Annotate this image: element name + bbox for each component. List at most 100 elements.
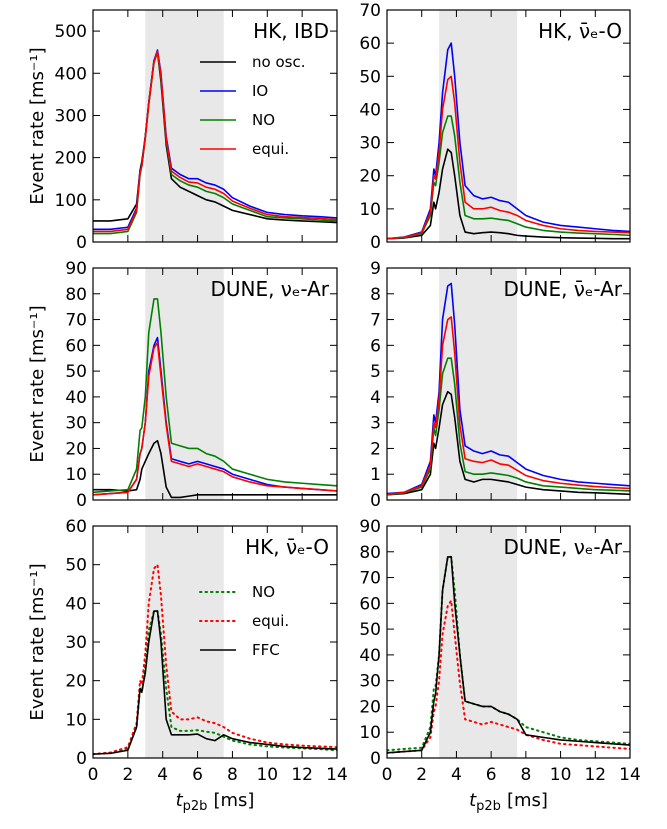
y-tick-label: 6 — [370, 336, 381, 356]
y-tick-label: 50 — [359, 620, 381, 640]
lines — [93, 49, 337, 235]
x-tick-label: 14 — [619, 765, 641, 785]
legend-label: IO — [252, 82, 268, 100]
y-tick-label: 10 — [65, 465, 87, 485]
y-tick-label: 9 — [370, 259, 381, 279]
y-tick-label: 60 — [359, 594, 381, 614]
y-tick-label: 30 — [359, 672, 381, 692]
y-tick-label: 60 — [65, 336, 87, 356]
panel-title: DUNE, νₑ-Ar — [210, 277, 329, 301]
legend-label: equi. — [252, 140, 289, 158]
y-tick-label: 20 — [359, 697, 381, 717]
y-tick-label: 0 — [76, 491, 87, 511]
panel: 0 100 200 300 400 500 HK, IBD Event rate [ms⁻¹]… — [27, 9, 338, 253]
lines — [93, 298, 337, 499]
x-tick-label: 0 — [382, 765, 393, 785]
series-line — [93, 50, 337, 233]
y-tick-label: 300 — [55, 106, 87, 126]
y-tick-label: 30 — [65, 633, 87, 653]
x-axis-label: tp2b [ms] — [176, 790, 255, 814]
y-tick-label: 400 — [55, 64, 87, 84]
x-tick-label: 10 — [256, 765, 278, 785]
x-tick-label: 4 — [451, 765, 462, 785]
lines — [93, 563, 337, 756]
lines — [387, 555, 630, 754]
series-line — [93, 298, 337, 494]
y-tick-label: 0 — [76, 233, 87, 253]
y-tick-label: 50 — [65, 556, 87, 576]
y-tick-label: 90 — [359, 517, 381, 537]
y-tick-label: 60 — [359, 34, 381, 54]
x-tick-label: 2 — [416, 765, 427, 785]
y-tick-label: 2 — [370, 439, 381, 459]
series-line — [387, 556, 630, 754]
x-label-subscript: p2b — [476, 799, 501, 814]
y-tick-label: 70 — [65, 311, 87, 331]
series-line — [93, 439, 337, 499]
y-tick-label: 40 — [359, 646, 381, 666]
y-tick-label: 20 — [65, 672, 87, 692]
panel: 0 10 20 30 40 50 60 70 80 90 0 2 4 6 8 10 12 14 DUNE, νₑ-A… — [359, 517, 640, 814]
y-tick-label: 100 — [55, 191, 87, 211]
y-axis-label: Event rate [ms⁻¹] — [27, 305, 48, 462]
y-tick-label: 70 — [359, 1, 381, 21]
series-line — [387, 599, 630, 754]
x-tick-label: 10 — [550, 765, 572, 785]
panel-title: HK, ν̄ₑ-O — [538, 19, 622, 43]
y-tick-label: 10 — [65, 710, 87, 730]
axes-frame — [386, 267, 631, 501]
y-tick-label: 30 — [65, 414, 87, 434]
panel: 0 1 2 3 4 5 6 7 8 9 DUNE, ν̄ₑ-Ar — [370, 259, 631, 511]
series-line — [387, 148, 630, 240]
y-tick-label: 30 — [359, 134, 381, 154]
legend-label: NO — [252, 583, 275, 601]
y-tick-label: 80 — [65, 285, 87, 305]
y-tick-label: 200 — [55, 149, 87, 169]
legend-label: FFC — [252, 641, 280, 659]
series-line — [93, 563, 337, 756]
x-label-subscript: p2b — [183, 799, 208, 814]
x-tick-label: 8 — [520, 765, 531, 785]
x-label-unit: [ms] — [507, 790, 548, 811]
y-tick-label: 3 — [370, 414, 381, 434]
y-tick-label: 80 — [359, 543, 381, 563]
series-line — [93, 341, 337, 496]
y-tick-label: 70 — [359, 569, 381, 589]
x-label-symbol: t — [469, 790, 477, 811]
axes-frame — [386, 525, 631, 759]
shaded-region — [145, 526, 224, 758]
y-tick-label: 40 — [359, 100, 381, 120]
x-tick-label: 14 — [326, 765, 348, 785]
y-tick-label: 20 — [359, 167, 381, 187]
y-tick-label: 1 — [370, 465, 381, 485]
y-tick-label: 0 — [370, 233, 381, 253]
y-tick-label: 500 — [55, 22, 87, 42]
panel: 0 10 20 30 40 50 60 0 2 4 6 8 10 12 14 HK, ν̄ₑ-O Event r… — [27, 517, 348, 814]
y-tick-label: 7 — [370, 311, 381, 331]
series-line — [387, 75, 630, 240]
series-line — [387, 316, 630, 496]
series-line — [387, 357, 630, 496]
axes-frame — [92, 267, 338, 501]
x-tick-label: 6 — [192, 765, 203, 785]
panel-title: DUNE, νₑ-Ar — [503, 535, 622, 559]
axes-frame — [92, 9, 338, 243]
lines — [387, 42, 630, 240]
series-line — [387, 42, 630, 240]
y-tick-label: 40 — [65, 388, 87, 408]
legend-label: no osc. — [252, 53, 305, 71]
y-tick-label: 4 — [370, 388, 381, 408]
y-tick-label: 90 — [65, 259, 87, 279]
legend-label: equi. — [252, 612, 289, 630]
x-tick-label: 12 — [584, 765, 606, 785]
y-tick-label: 0 — [370, 749, 381, 769]
y-tick-label: 60 — [65, 517, 87, 537]
series-line — [387, 115, 630, 240]
series-line — [93, 610, 337, 755]
x-tick-label: 6 — [486, 765, 497, 785]
x-axis-label: tp2b [ms] — [469, 790, 548, 814]
shaded-region — [145, 10, 224, 242]
x-label-symbol: t — [176, 790, 184, 811]
panel: 0 10 20 30 40 50 60 70 80 90 DUNE, νₑ-Ar Event rate… — [27, 259, 338, 511]
